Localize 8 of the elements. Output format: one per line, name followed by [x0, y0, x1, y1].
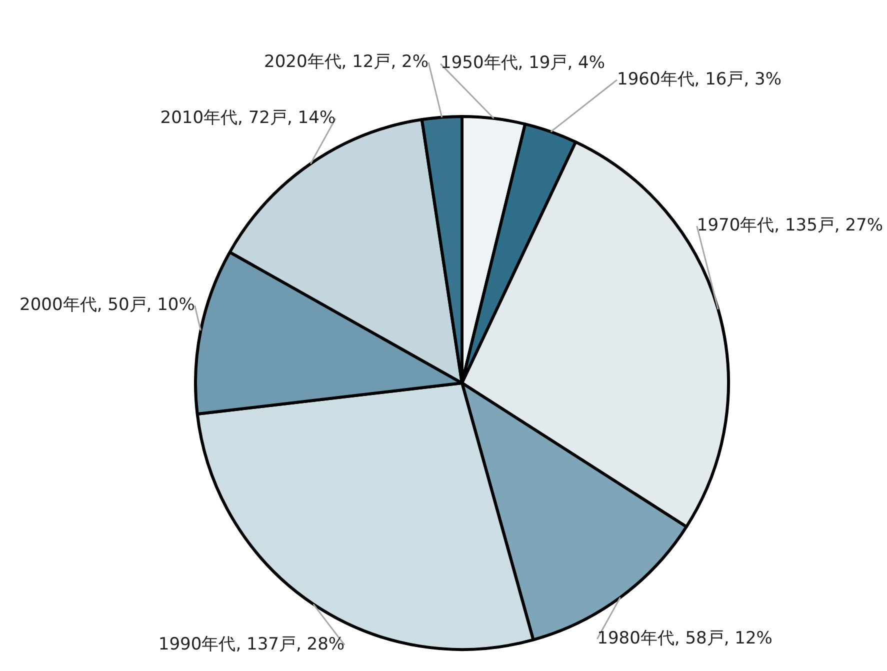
slice-label: 1980年代, 58戸, 12% [597, 628, 772, 648]
slice-label: 1950年代, 19戸, 4% [440, 53, 605, 74]
slice-label: 1970年代, 135戸, 27% [696, 216, 884, 236]
slice-label: 2010年代, 72戸, 14% [160, 108, 336, 128]
slice-label: 1990年代, 137戸, 28% [158, 634, 345, 654]
slice-label: 2000年代, 50戸, 10% [20, 295, 195, 316]
slice-label: 2020年代, 12戸, 2% [264, 52, 429, 72]
slice-label: 1960年代, 16戸, 3% [616, 69, 782, 90]
